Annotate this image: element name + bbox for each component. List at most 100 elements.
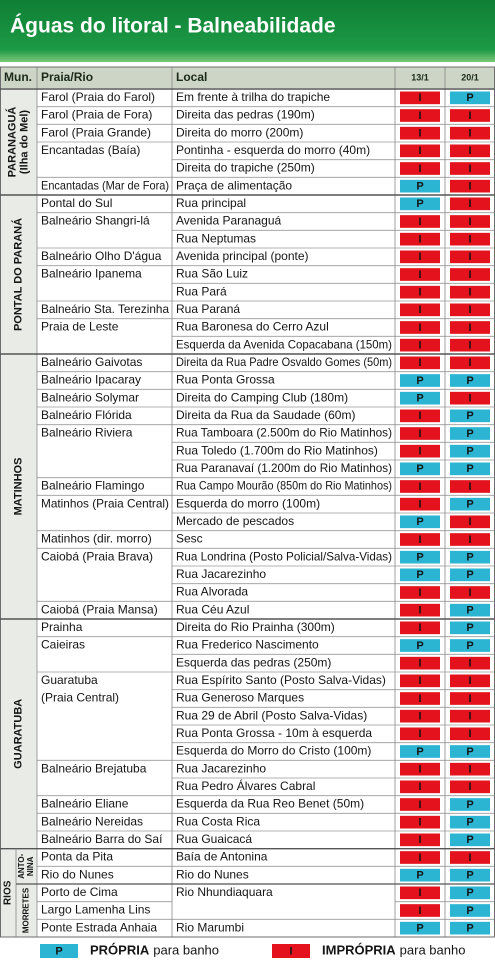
status-box: [400, 197, 440, 211]
status-code: I: [418, 764, 421, 776]
status-box: [400, 338, 440, 352]
column-header: 13/1: [411, 72, 429, 82]
local-name: Rua Guaicacá: [176, 832, 252, 846]
status-code: I: [418, 92, 421, 104]
status-code: P: [416, 181, 423, 193]
status-box: [450, 550, 490, 564]
status-code: I: [468, 251, 471, 263]
status-code: P: [416, 552, 423, 564]
status-code: I: [418, 481, 421, 493]
beach-name: Matinhos (dir. morro): [41, 532, 152, 546]
status-code: P: [466, 463, 473, 475]
status-code: I: [468, 658, 471, 670]
status-box: [400, 303, 440, 317]
status-code: P: [466, 905, 473, 917]
status-box: [450, 745, 490, 758]
status-box: [450, 568, 490, 582]
status-box: [400, 656, 440, 670]
status-box: [400, 374, 440, 387]
status-box: [400, 603, 440, 617]
legend-box: [272, 944, 310, 958]
local-name: Avenida principal (ponte): [176, 249, 309, 263]
status-code: I: [418, 693, 421, 705]
status-code: I: [418, 799, 421, 811]
status-box: [400, 745, 440, 758]
status-code: P: [466, 799, 473, 811]
status-code: P: [466, 499, 473, 511]
status-box: [450, 427, 490, 440]
local-name: Rua Baronesa do Cerro Azul: [176, 320, 329, 334]
local-name: Esquerda das pedras (250m): [176, 655, 331, 669]
group-label: GUARATUBA: [12, 699, 24, 769]
status-box: [450, 356, 490, 370]
status-code: P: [466, 887, 473, 899]
status-code: I: [468, 216, 471, 228]
status-code: P: [466, 375, 473, 387]
status-box: [450, 692, 490, 705]
beach-name: Balneário Olho D'água: [41, 249, 162, 263]
beach-name: Balneário Ipanema: [41, 267, 142, 281]
mun-column: [0, 89, 37, 937]
status-code: P: [466, 870, 473, 882]
status-code: I: [468, 781, 471, 793]
status-box: [400, 321, 440, 334]
status-box: [400, 780, 440, 794]
status-code: I: [418, 128, 421, 140]
status-box: [400, 533, 440, 546]
status-box: [450, 798, 490, 811]
status-code: P: [466, 92, 473, 104]
status-code: I: [468, 534, 471, 546]
status-box: [400, 109, 440, 122]
status-code: I: [418, 304, 421, 316]
beach-name: Ponta da Pita: [41, 850, 113, 864]
status-box: [400, 921, 440, 935]
legend-text: para banho: [153, 942, 219, 957]
status-code: I: [418, 817, 421, 829]
local-name: Avenida Paranaguá: [176, 214, 282, 228]
local-name: Rua Tamboara (2.500m do Rio Matinhos): [176, 426, 392, 440]
status-box: [450, 232, 490, 246]
status-box: [400, 391, 440, 405]
beach-name: Balneário Gaivotas: [41, 355, 142, 369]
status-box: [450, 321, 490, 334]
local-name: Rua Pará: [176, 284, 227, 298]
status-code: I: [418, 534, 421, 546]
beach-name: Ponte Estrada Anhaia: [41, 920, 157, 934]
status-box: [400, 444, 440, 458]
status-box: [400, 709, 440, 723]
local-name: Direita do Rio Prainha (300m): [176, 620, 335, 634]
beach-name: Rio do Nunes: [41, 867, 114, 881]
local-name: Rua Paranavaí (1.200m do Rio Matinhos): [176, 461, 392, 475]
status-box: [450, 603, 490, 617]
status-code: I: [418, 499, 421, 511]
status-box: [400, 285, 440, 299]
status-code: I: [418, 605, 421, 617]
status-box: [400, 904, 440, 917]
local-name: Esquerda da Avenida Copacabana (150m): [176, 337, 392, 351]
legend-code: I: [289, 945, 292, 957]
status-code: I: [418, 905, 421, 917]
status-box: [450, 250, 490, 264]
column-header: 20/1: [461, 72, 479, 82]
local-name: Rua Ponta Grossa - 10m à esquerda: [176, 726, 372, 740]
status-code: P: [466, 640, 473, 652]
status-code: I: [468, 675, 471, 687]
status-box: [450, 833, 490, 847]
status-code: I: [418, 587, 421, 599]
status-box: [400, 232, 440, 246]
status-code: P: [416, 923, 423, 935]
status-code: P: [466, 552, 473, 564]
group-label: ANTO-: [17, 853, 26, 879]
column-header: Mun.: [4, 70, 32, 84]
status-code: I: [468, 852, 471, 864]
local-name: Direita da Rua Padre Osvaldo Gomes (50m): [176, 355, 392, 369]
status-code: P: [416, 746, 423, 758]
status-code: I: [418, 675, 421, 687]
status-box: [450, 815, 490, 829]
beach-name: Farol (Praia de Fora): [41, 108, 152, 122]
status-box: [450, 497, 490, 511]
local-name: Rua São Luiz: [176, 267, 248, 281]
local-name: Direita da Rua da Saudade (60m): [176, 408, 355, 422]
status-code: I: [418, 216, 421, 228]
